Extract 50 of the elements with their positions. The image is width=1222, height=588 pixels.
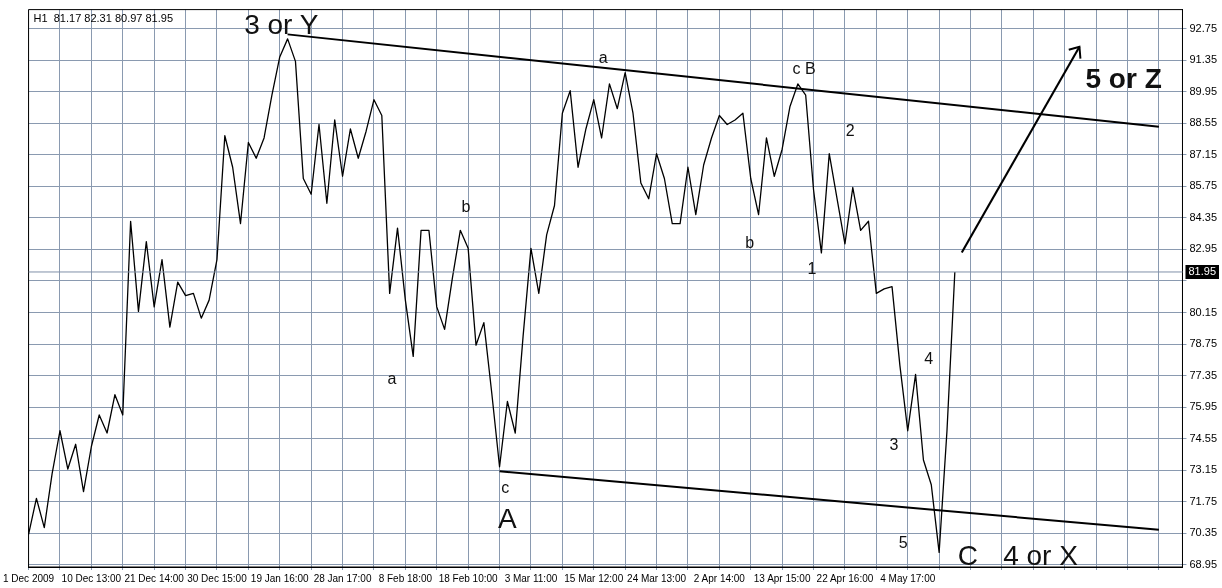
x-tick-label: 15 Mar 12:00 [564,572,624,584]
annotation: 4 [924,350,934,368]
chart-title: H1 81.17 82.31 80.97 81.95 [33,12,174,25]
x-tick-label: 2 Apr 14:00 [693,572,746,584]
annotation: c B [792,59,816,77]
y-tick-label: 85.75 [1189,179,1217,192]
ref-line-label: 81.95 [1188,265,1216,277]
y-tick-label: 80.15 [1189,305,1217,318]
y-tick-label: 75.95 [1189,400,1217,413]
y-tick-label: 68.95 [1189,557,1217,570]
y-tick-label: 77.35 [1189,368,1217,381]
x-tick-label: 13 Apr 15:00 [753,572,811,584]
annotation: 5 [898,534,908,551]
x-tick-label: 10 Dec 13:00 [61,572,122,584]
x-tick-label: 21 Dec 14:00 [124,572,185,584]
annotation: 3 or Y [244,9,319,41]
annotation: 1 [807,259,817,277]
x-tick-label: 3 Mar 11:00 [504,572,558,584]
y-tick-label: 89.95 [1189,84,1217,97]
x-tick-label: 22 Apr 16:00 [816,572,874,584]
annotation: b [461,197,471,215]
annotation: a [598,49,608,67]
annotation: 5 or Z [1085,63,1162,95]
y-tick-label: 87.15 [1189,147,1217,160]
y-tick-label: 92.75 [1189,21,1217,34]
annotation: a [387,369,397,387]
y-tick-label: 78.75 [1189,337,1217,350]
annotation: b [745,234,755,252]
x-tick-label: 8 Feb 18:00 [378,572,433,584]
annotation: 3 [889,435,899,453]
annotation: C [957,539,978,571]
y-tick-label: 91.35 [1189,53,1217,66]
annotation: 2 [845,121,855,139]
annotation: A [498,503,518,535]
x-tick-label: 19 Jan 16:00 [250,572,310,584]
annotation: c [501,478,510,496]
y-tick-label: 88.55 [1189,116,1217,129]
y-tick-label: 84.35 [1189,210,1217,223]
y-tick-label: 74.55 [1189,431,1217,444]
x-tick-label: 1 Dec 2009 [3,572,55,584]
x-tick-label: 24 Mar 13:00 [627,572,687,584]
y-tick-label: 73.15 [1189,463,1217,476]
annotation: 4 or X [1003,539,1079,571]
x-tick-label: 18 Feb 10:00 [438,572,499,584]
x-tick-label: 28 Jan 17:00 [313,572,372,584]
y-tick-label: 70.35 [1189,526,1217,539]
y-tick-label: 82.95 [1189,242,1217,255]
x-tick-label: 4 May 17:00 [880,572,936,584]
x-tick-label: 30 Dec 15:00 [187,572,248,584]
y-tick-label: 71.75 [1189,494,1217,507]
